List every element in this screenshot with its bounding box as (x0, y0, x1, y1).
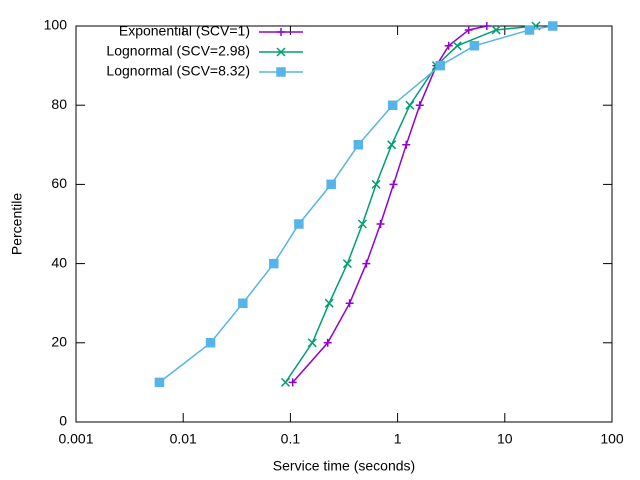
marker (524, 25, 535, 35)
marker (376, 220, 385, 228)
marker (482, 22, 491, 30)
marker (276, 47, 286, 57)
y-axis-label: Percentile (9, 193, 25, 255)
marker (362, 259, 371, 268)
x-tick-label: 0.001 (58, 431, 93, 447)
marker (469, 41, 480, 51)
legend-label: Exponential (SCV=1) (119, 23, 250, 39)
x-tick-label: 100 (600, 431, 624, 447)
x-tick-label: 0.01 (170, 431, 197, 447)
marker (277, 28, 285, 36)
series-line (158, 25, 553, 383)
marker (323, 338, 332, 347)
marker (205, 338, 216, 348)
x-tick-label: 1 (394, 431, 402, 447)
y-tick-label: 100 (44, 17, 68, 33)
marker (154, 377, 165, 388)
marker (294, 219, 304, 229)
marker (345, 299, 354, 308)
marker (444, 41, 453, 50)
series-line (284, 25, 536, 383)
marker (452, 41, 462, 51)
marker (547, 21, 558, 31)
marker (280, 377, 291, 387)
marker (389, 180, 398, 189)
marker (402, 140, 411, 149)
y-tick-label: 0 (59, 413, 67, 429)
marker (307, 338, 317, 348)
x-tick-label: 10 (497, 431, 513, 447)
series-line (292, 25, 488, 383)
marker (491, 25, 501, 35)
y-tick-label: 60 (51, 175, 67, 191)
x-tick-label: 0.1 (281, 431, 301, 447)
x-axis-label: Service time (seconds) (273, 458, 415, 474)
marker (342, 259, 352, 269)
marker (387, 140, 397, 150)
marker (435, 60, 446, 71)
legend-label: Lognormal (SCV=8.32) (106, 63, 250, 79)
marker (387, 100, 398, 110)
marker (357, 219, 367, 229)
marker (324, 298, 334, 308)
marker (371, 179, 381, 189)
y-tick-label: 20 (51, 334, 67, 350)
y-tick-label: 40 (51, 254, 67, 270)
marker (415, 101, 424, 110)
y-tick-label: 80 (51, 96, 67, 112)
marker (353, 140, 364, 150)
legend-label: Lognormal (SCV=2.98) (106, 43, 250, 59)
marker (276, 67, 286, 77)
plot-border (75, 25, 613, 423)
marker (464, 25, 473, 34)
marker (326, 179, 336, 190)
marker (288, 378, 297, 387)
marker (269, 258, 279, 269)
marker (405, 100, 415, 110)
marker (238, 298, 248, 308)
